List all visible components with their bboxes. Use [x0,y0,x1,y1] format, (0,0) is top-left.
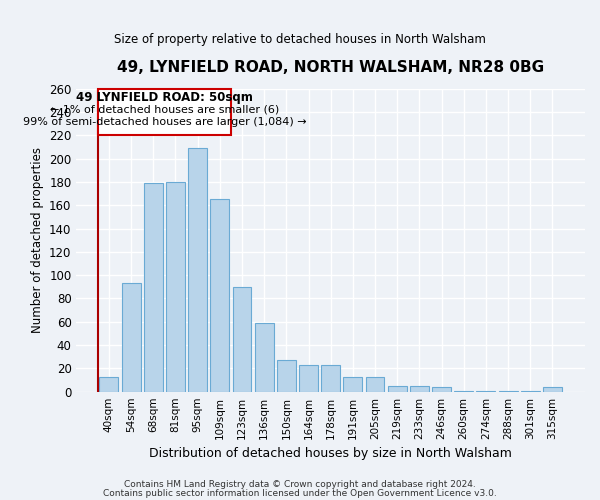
Bar [365,376,385,392]
Bar [499,390,518,392]
Bar [343,376,362,392]
Bar [188,148,207,392]
Text: Contains public sector information licensed under the Open Government Licence v3: Contains public sector information licen… [103,488,497,498]
Bar [321,365,340,392]
Bar [122,284,140,392]
Text: Contains HM Land Registry data © Crown copyright and database right 2024.: Contains HM Land Registry data © Crown c… [124,480,476,489]
Bar [166,182,185,392]
Text: Size of property relative to detached houses in North Walsham: Size of property relative to detached ho… [114,32,486,46]
Title: 49, LYNFIELD ROAD, NORTH WALSHAM, NR28 0BG: 49, LYNFIELD ROAD, NORTH WALSHAM, NR28 0… [117,60,544,75]
Bar [432,387,451,392]
Text: ← 1% of detached houses are smaller (6): ← 1% of detached houses are smaller (6) [50,104,279,115]
Bar [233,287,251,392]
Bar [410,386,429,392]
Text: 99% of semi-detached houses are larger (1,084) →: 99% of semi-detached houses are larger (… [23,118,306,128]
Bar [277,360,296,392]
Text: 49 LYNFIELD ROAD: 50sqm: 49 LYNFIELD ROAD: 50sqm [76,92,253,104]
Bar [521,390,540,392]
Bar [144,183,163,392]
Bar [388,386,407,392]
Bar [299,365,318,392]
FancyBboxPatch shape [98,88,231,136]
Bar [255,323,274,392]
Bar [543,387,562,392]
Bar [476,390,496,392]
Bar [100,376,118,392]
Y-axis label: Number of detached properties: Number of detached properties [31,147,44,333]
Bar [454,390,473,392]
Bar [211,200,229,392]
X-axis label: Distribution of detached houses by size in North Walsham: Distribution of detached houses by size … [149,447,512,460]
